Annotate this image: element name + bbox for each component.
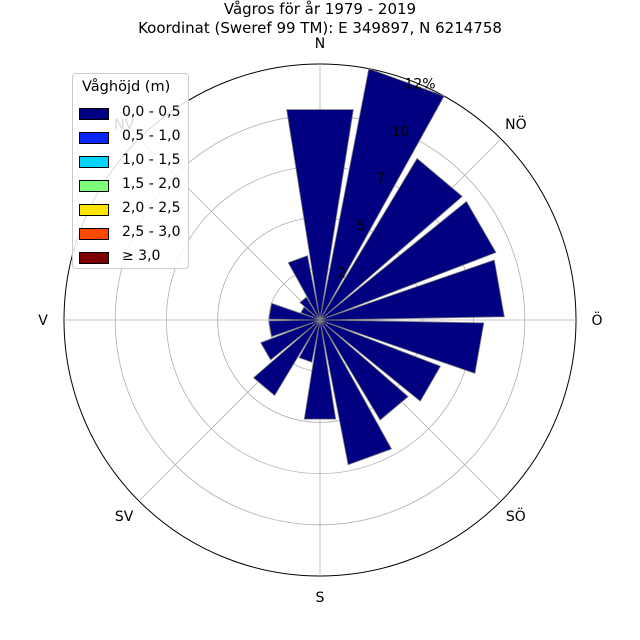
legend-item: ≥ 3,0 [79,248,187,268]
legend-swatch [79,204,109,216]
legend-title: Våghöjd (m) [82,79,171,95]
legend-label: 1,0 - 1,5 [122,152,181,168]
direction-label: SV [115,509,134,525]
legend-label: 0,0 - 0,5 [122,104,181,120]
direction-label: N [315,36,325,52]
legend-swatch [79,252,109,264]
legend-item: 1,0 - 1,5 [79,152,187,172]
legend: Våghöjd (m) 0,0 - 0,5 0,5 - 1,0 1,0 - 1,5 1… [72,73,189,269]
legend-item: 0,0 - 0,5 [79,104,187,124]
bar-120deg [319,319,442,402]
radial-tick-label: 5 [357,218,366,234]
legend-item: 2,0 - 2,5 [79,200,187,220]
direction-label: SÖ [506,507,526,525]
legend-item: 0,5 - 1,0 [79,128,187,148]
legend-swatch [79,180,109,192]
legend-label: 2,5 - 3,0 [122,224,181,240]
legend-swatch [79,108,109,120]
radial-tick-label: 7 [376,171,385,187]
bar-240deg [260,319,321,361]
radial-tick-label: 12% [404,76,435,92]
radial-tick-label: 10 [391,124,409,140]
direction-label: NÖ [505,115,527,133]
legend-label: 0,5 - 1,0 [122,128,181,144]
bar-160deg [319,319,393,466]
legend-item: 1,5 - 2,0 [79,176,187,196]
radial-tick-labels: 2 5 7 10 12% [337,76,435,281]
chart-title: Vågros för år 1979 - 2019 [223,0,417,18]
bar-200deg [298,319,321,363]
legend-swatch [79,156,109,168]
direction-label: V [38,313,48,329]
bar-340deg [287,255,321,321]
chart-subtitle: Koordinat (Sweref 99 TM): E 349897, N 62… [138,19,502,37]
direction-label: Ö [591,311,602,329]
bar-220deg [252,319,321,397]
bar-260deg [268,319,321,338]
direction-labels: NNÖÖSÖSSVVNV [38,36,602,606]
legend-label: ≥ 3,0 [122,248,161,264]
direction-label: S [316,590,325,606]
bar-100deg [319,319,485,374]
legend-swatch [79,228,109,240]
bar-280deg [268,302,321,321]
legend-label: 2,0 - 2,5 [122,200,181,216]
bar-140deg [319,319,409,421]
bar-60deg [319,200,497,321]
legend-label: 1,5 - 2,0 [122,176,181,192]
bars-layer [252,68,505,466]
bar-80deg [319,259,505,321]
legend-swatch [79,132,109,144]
bar-20deg [319,68,445,321]
radial-tick-label: 2 [337,266,346,282]
legend-item: 2,5 - 3,0 [79,224,187,244]
bar-180deg [303,319,337,420]
bar-0deg [286,109,354,321]
bar-320deg [299,296,321,321]
bar-40deg [319,157,463,321]
